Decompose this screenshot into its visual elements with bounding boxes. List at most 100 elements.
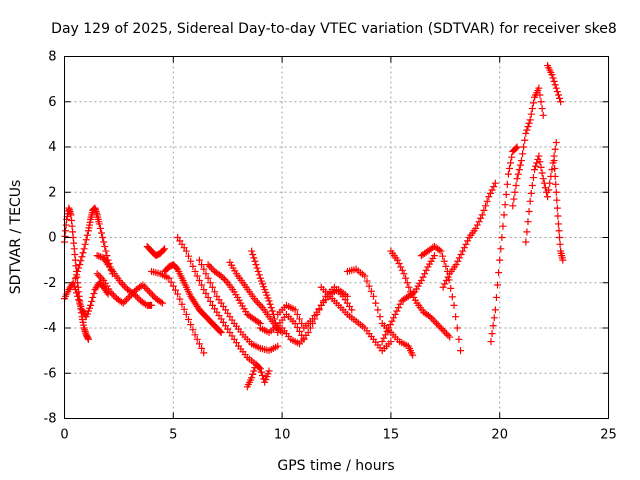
data-point-interp	[403, 279, 411, 287]
data-point-interp	[442, 276, 450, 284]
data-point-interp	[514, 170, 522, 178]
data-point-interp	[189, 262, 197, 270]
data-point-interp	[473, 221, 481, 229]
data-point-interp	[187, 257, 195, 265]
data-point-interp	[257, 368, 265, 376]
data-point	[517, 157, 525, 165]
data-point-interp	[453, 324, 461, 332]
data-point-interp	[202, 270, 210, 278]
data-point-interp	[551, 145, 559, 153]
data-point-interp	[102, 247, 110, 255]
data-point	[526, 116, 534, 124]
data-point	[204, 274, 212, 282]
data-point-interp	[306, 324, 314, 332]
data-point-interp	[519, 150, 527, 158]
data-point-interp	[119, 280, 127, 288]
data-point-interp	[551, 81, 559, 89]
data-point	[539, 111, 547, 119]
data-point-interp	[503, 180, 511, 188]
y-tick-label: 2	[48, 185, 56, 200]
data-point	[361, 272, 369, 280]
data-point	[457, 347, 465, 355]
y-axis-ticks: 8 6 4 2 0 -2 -4 -6 -8	[44, 50, 609, 427]
data-point	[100, 238, 108, 246]
data-point	[87, 301, 95, 309]
data-point-interp	[195, 276, 203, 284]
data-point-interp	[195, 340, 203, 348]
data-point-interp	[266, 300, 274, 308]
data-point-interp	[97, 229, 105, 237]
data-point	[426, 313, 434, 321]
data-point-interp	[512, 181, 520, 189]
data-point-interp	[550, 77, 558, 85]
data-point-interp	[124, 294, 132, 302]
data-point	[304, 329, 312, 337]
data-point-interp	[457, 250, 465, 258]
data-point	[509, 202, 517, 210]
data-point	[265, 367, 273, 375]
data-point-interp	[428, 314, 436, 322]
data-point-interp	[395, 260, 403, 268]
data-point-interp	[187, 321, 195, 329]
data-point	[174, 290, 182, 298]
y-axis-label: SDTVAR / TECUs	[8, 180, 24, 295]
data-point-interp	[489, 322, 497, 330]
data-point-interp	[545, 186, 553, 194]
data-point-interp	[120, 282, 128, 290]
data-point	[182, 310, 190, 318]
data-point	[139, 281, 147, 289]
data-point-interp	[374, 306, 382, 314]
data-point-interp	[250, 367, 258, 375]
data-point-interp	[505, 164, 513, 172]
data-point-interp	[502, 191, 510, 199]
data-point	[491, 179, 499, 187]
data-point-interp	[376, 313, 384, 321]
data-point-interp	[515, 166, 523, 174]
data-point	[385, 324, 393, 332]
data-point	[148, 301, 156, 309]
data-point-interp	[309, 319, 317, 327]
data-point	[496, 256, 504, 264]
data-point-interp	[555, 227, 563, 235]
data-point-interp	[497, 245, 505, 253]
data-point-interp	[402, 274, 410, 282]
data-point-interp	[253, 264, 261, 272]
data-point-interp	[193, 335, 201, 343]
data-point	[274, 342, 282, 350]
data-point-interp	[553, 196, 561, 204]
data-point-interp	[98, 275, 106, 283]
data-point-interp	[483, 197, 491, 205]
data-point-interp	[268, 307, 276, 315]
data-point	[378, 338, 386, 346]
data-point-interp	[367, 287, 375, 295]
x-tick-label: 25	[600, 428, 617, 443]
chart-title: Day 129 of 2025, Sidereal Day-to-day VTE…	[51, 21, 617, 37]
data-point-interp	[78, 253, 86, 261]
data-point-interp	[520, 143, 528, 151]
data-point-interp	[255, 364, 263, 372]
data-point-interp	[296, 315, 304, 323]
data-point	[119, 299, 127, 307]
data-point-interp	[538, 105, 546, 113]
data-point-interp	[198, 281, 206, 289]
data-point-interp	[142, 284, 150, 292]
data-point-interp	[507, 159, 515, 167]
data-point-interp	[490, 314, 498, 322]
data-point	[191, 331, 199, 339]
data-point-interp	[464, 237, 472, 245]
y-tick-label: 8	[48, 50, 56, 65]
data-point-interp	[429, 316, 437, 324]
data-point-interp	[551, 164, 559, 172]
data-point-interp	[516, 161, 524, 169]
data-point-interp	[437, 325, 445, 333]
data-point-interp	[147, 289, 155, 297]
data-point-interp	[381, 331, 389, 339]
data-point-interp	[365, 282, 373, 290]
data-point-interp	[498, 234, 506, 241]
data-point-interp	[419, 273, 427, 281]
data-point-interp	[455, 335, 463, 343]
data-point-interp	[254, 299, 262, 307]
x-tick-label: 20	[491, 428, 508, 443]
data-point	[248, 374, 256, 382]
